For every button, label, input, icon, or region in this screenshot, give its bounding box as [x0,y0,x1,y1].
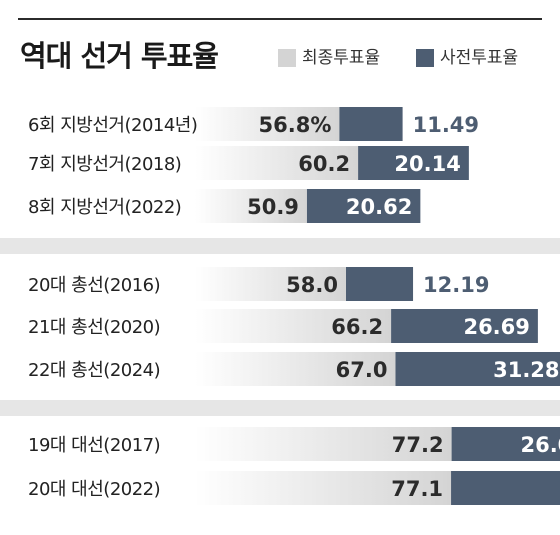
data-label-early: 20.62 [346,195,412,219]
bar-final [195,267,346,301]
data-label-final: 77.1 [391,477,443,501]
group-separator [0,400,560,416]
legend-swatch-early [416,49,434,67]
data-label-final: 67.0 [336,358,388,382]
data-label-early: 31.28 [493,358,559,382]
bar-final [195,471,452,505]
category-label: 19대 대선(2017) [28,435,160,456]
legend-swatch-final [278,49,296,67]
legend-label-early: 사전투표율 [440,48,519,68]
bar-early [451,471,560,505]
category-label: 6회 지방선거(2014년) [28,115,197,136]
bar-early [306,189,421,223]
bar-early [395,352,560,386]
data-label-final: 60.2 [298,152,350,176]
group-separator [0,238,560,254]
data-label-final: 58.0 [286,273,338,297]
legend-label-final: 최종투표율 [302,48,381,68]
data-label-early: 12.19 [423,273,489,297]
data-label-final: 77.2 [392,433,444,457]
category-label: 20대 총선(2016) [28,275,160,296]
category-label: 7회 지방선거(2018) [28,154,181,175]
legend-item-early: 사전투표율 [416,48,518,68]
category-label: 20대 대선(2022) [28,479,160,500]
category-label: 21대 총선(2020) [28,317,160,338]
bar-early [451,427,560,461]
data-label-early: 20.14 [394,152,460,176]
data-label-final: 66.2 [331,315,383,339]
bar-early [391,309,538,343]
data-label-final: 50.9 [247,195,299,219]
chart-title: 역대 선거 투표율 [20,39,219,73]
bar-final [195,427,452,461]
legend-item-final: 최종투표율 [278,48,380,68]
data-label-final: 56.8% [259,113,332,137]
bar-final [195,107,340,141]
data-label-early: 26.69 [463,315,529,339]
bar-early [346,267,414,301]
data-label-early: 26.06 [520,433,560,457]
category-label: 8회 지방선거(2022) [28,197,181,218]
bar-final [195,309,392,343]
bar-early [358,146,469,180]
top-rule [18,18,542,20]
bar-final [195,146,359,180]
category-label: 22대 총선(2024) [28,360,160,381]
data-label-early: 11.49 [413,113,479,137]
bar-final [195,189,307,223]
bar-final [195,352,396,386]
bar-early [339,107,403,141]
